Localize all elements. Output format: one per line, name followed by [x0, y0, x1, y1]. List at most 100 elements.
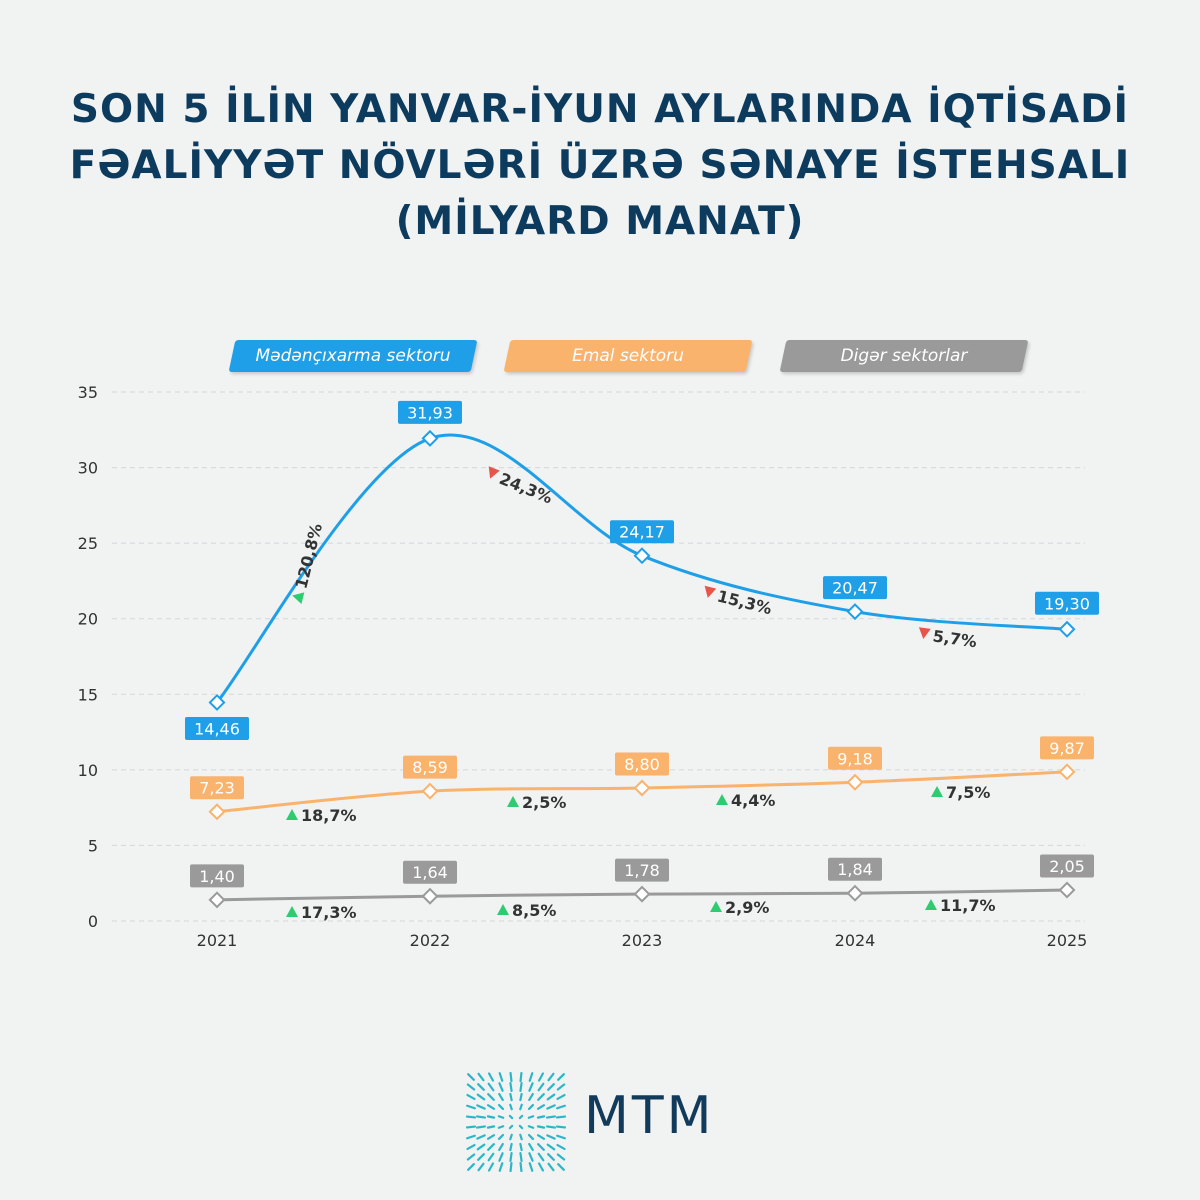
- data-label-text: 9,18: [837, 749, 873, 768]
- logo-dash: [556, 1153, 566, 1161]
- change-annotation: 2,5%: [507, 793, 566, 812]
- logo-dash: [467, 1163, 475, 1171]
- data-label: 24,17: [610, 520, 674, 544]
- data-point: [208, 803, 226, 821]
- change-percent: 24,3%: [497, 469, 556, 507]
- logo-dash: [508, 1124, 514, 1130]
- change-annotation: 8,5%: [497, 901, 556, 920]
- data-label-box: [828, 746, 882, 770]
- y-tick-label: 20: [78, 610, 98, 629]
- data-label-box: [190, 864, 244, 888]
- data-label-text: 1,84: [837, 860, 873, 879]
- data-label-box: [398, 400, 462, 424]
- x-tick-label: 2025: [1047, 931, 1088, 950]
- logo-dash: [498, 1092, 504, 1102]
- logo-dash: [486, 1104, 496, 1110]
- data-label-box: [403, 860, 457, 884]
- logo-dash: [466, 1143, 476, 1151]
- data-label-box: [823, 576, 887, 600]
- logo-dash: [537, 1162, 545, 1172]
- change-percent: 8,5%: [512, 901, 556, 920]
- change-percent: 2,5%: [522, 793, 566, 812]
- logo-dash: [466, 1134, 476, 1140]
- chart-title: SON 5 İLİN YANVAR-İYUN AYLARINDA İQTİSAD…: [0, 82, 1200, 250]
- data-label: 20,47: [823, 576, 887, 600]
- logo-dash: [497, 1115, 505, 1119]
- data-label-text: 20,47: [832, 579, 878, 598]
- logo-dash: [498, 1142, 504, 1152]
- up-arrow-icon: [507, 796, 519, 807]
- logo-dash: [519, 1142, 523, 1152]
- logo-dash: [556, 1104, 566, 1110]
- logo-dash: [487, 1162, 495, 1172]
- logo-dash: [497, 1125, 505, 1129]
- data-point: [1058, 620, 1076, 638]
- up-arrow-icon: [925, 899, 937, 910]
- data-label: 1,64: [403, 860, 457, 884]
- logo-dash: [498, 1082, 504, 1092]
- logo-dash: [546, 1104, 556, 1110]
- change-percent: 15,3%: [715, 586, 773, 618]
- logo-dash: [509, 1103, 513, 1111]
- series-line: [215, 433, 1068, 704]
- logo-dash: [527, 1133, 535, 1141]
- logo-dash: [509, 1133, 513, 1141]
- logo-dash: [519, 1133, 523, 1141]
- data-label-text: 7,23: [199, 779, 235, 798]
- logo-dash: [487, 1082, 495, 1092]
- data-label: 1,78: [615, 858, 669, 882]
- logo-dash: [486, 1134, 496, 1140]
- y-tick-label: 30: [78, 459, 98, 478]
- data-label-text: 9,87: [1049, 739, 1085, 758]
- logo-dash: [497, 1133, 505, 1141]
- logo-dash: [497, 1103, 505, 1111]
- x-tick-label: 2023: [622, 931, 663, 950]
- up-arrow-icon: [710, 901, 722, 912]
- logo-dash: [547, 1083, 555, 1091]
- logo-dash: [528, 1092, 534, 1102]
- logo-dash: [556, 1093, 566, 1101]
- logo-dash: [509, 1161, 513, 1173]
- logo-dash: [557, 1073, 565, 1081]
- data-point: [421, 429, 439, 447]
- change-percent: 7,5%: [946, 783, 990, 802]
- data-label-text: 31,93: [407, 403, 453, 422]
- data-label-box: [1040, 854, 1094, 878]
- data-label-box: [615, 858, 669, 882]
- logo-dash: [537, 1082, 545, 1092]
- logo-dash: [477, 1083, 485, 1091]
- data-label: 14,46: [185, 716, 249, 740]
- data-label-box: [403, 755, 457, 779]
- data-label-text: 1,64: [412, 863, 448, 882]
- change-annotation: 11,7%: [925, 896, 996, 915]
- data-label: 8,59: [403, 755, 457, 779]
- data-label-box: [828, 857, 882, 881]
- x-tick-label: 2021: [197, 931, 238, 950]
- logo-dash: [509, 1142, 513, 1152]
- logo-dash: [536, 1115, 546, 1119]
- logo-dash: [476, 1104, 486, 1110]
- x-tick-label: 2024: [835, 931, 876, 950]
- logo-dash: [536, 1134, 546, 1140]
- logo-dash: [476, 1134, 486, 1140]
- logo-dash: [537, 1093, 545, 1101]
- data-point: [208, 693, 226, 711]
- data-label-box: [615, 752, 669, 776]
- logo-dash: [556, 1143, 566, 1151]
- logo-dash: [527, 1125, 535, 1129]
- logo-dash: [466, 1153, 476, 1161]
- logo-dash: [466, 1104, 476, 1110]
- logo-dash: [528, 1152, 534, 1162]
- change-annotation: 18,7%: [286, 806, 357, 825]
- logo-dash: [487, 1072, 495, 1082]
- logo-dash: [498, 1072, 504, 1082]
- logo-dash: [509, 1092, 513, 1102]
- logo-dash: [547, 1072, 555, 1082]
- change-percent: 11,7%: [940, 896, 996, 915]
- data-label-text: 8,80: [624, 755, 660, 774]
- logo-dash: [476, 1143, 486, 1151]
- logo-dash: [465, 1125, 477, 1129]
- logo-dash: [477, 1162, 485, 1172]
- data-label: 19,30: [1035, 591, 1099, 615]
- data-label: 31,93: [398, 400, 462, 424]
